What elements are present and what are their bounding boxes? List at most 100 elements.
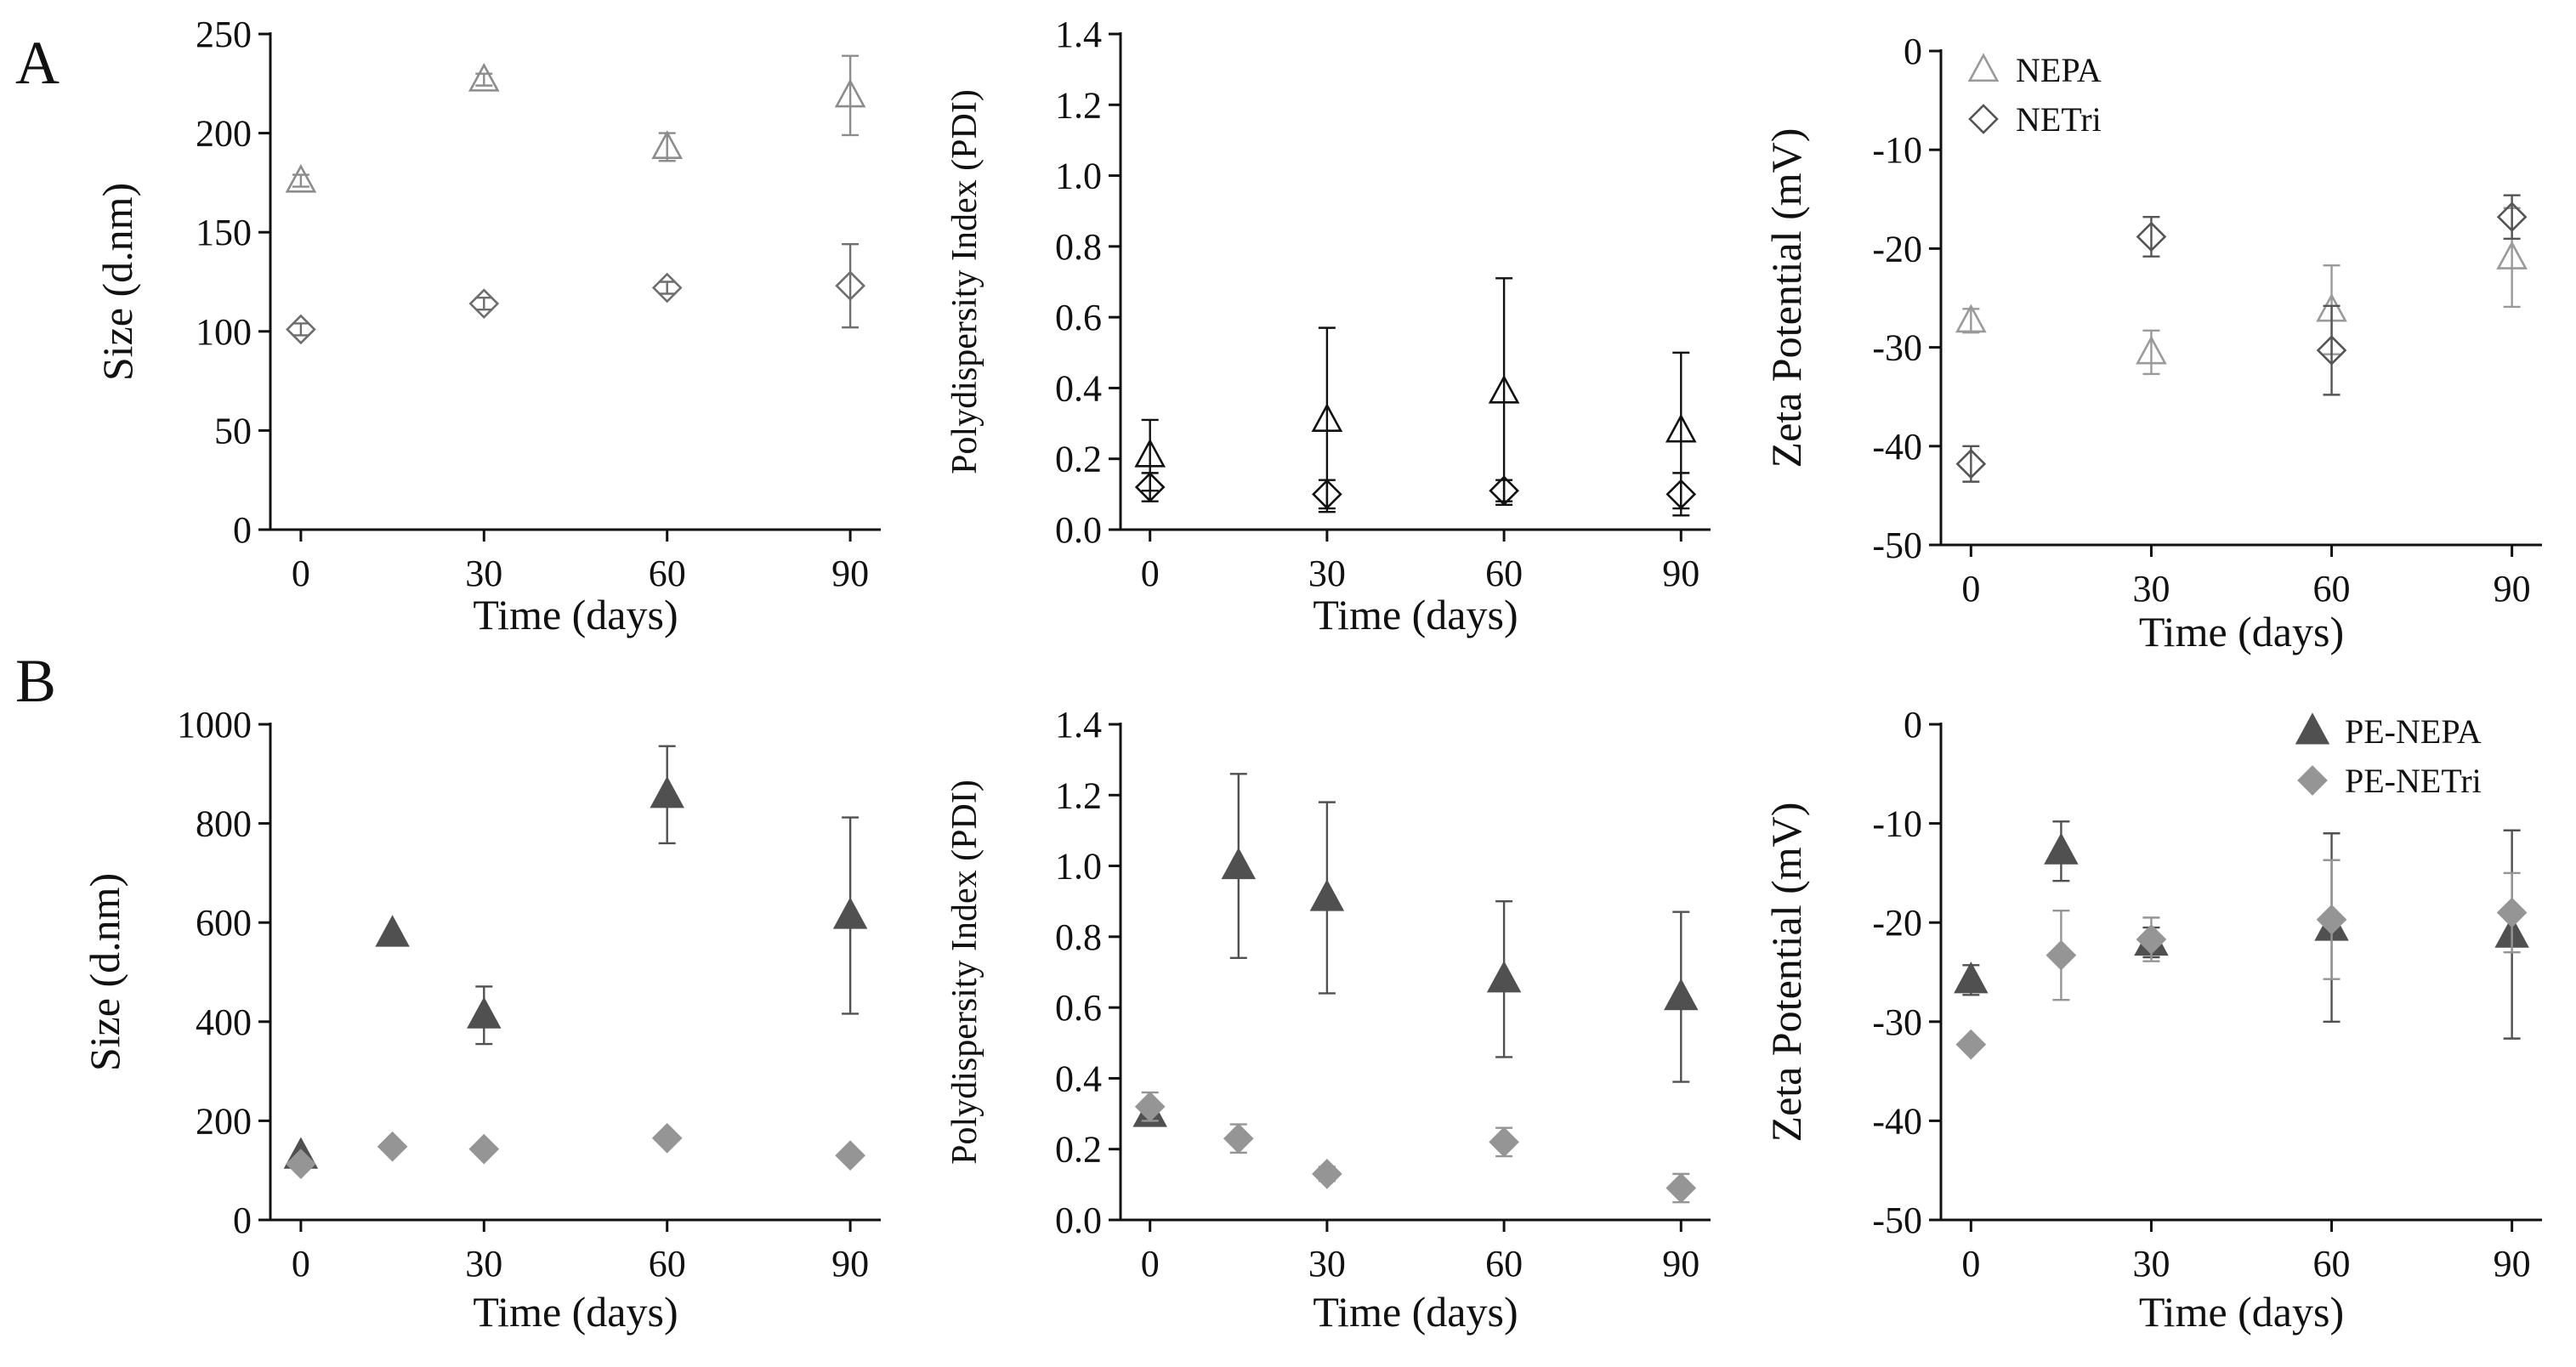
chart-b1-data-point — [467, 996, 502, 1029]
chart-b2-y-tick-label: 0.0 — [1055, 1200, 1102, 1241]
chart-b2-y-tick-label: 0.4 — [1055, 1058, 1102, 1099]
chart-a3-x-axis-title: Time (days) — [2139, 608, 2344, 655]
chart-a1-y-tick-label: 150 — [196, 212, 252, 253]
chart-a3-legend: NEPA NETri — [1967, 51, 2102, 139]
chart-b1-x-tick-label: 30 — [465, 1243, 502, 1285]
chart-a1-x-tick-label: 60 — [649, 553, 686, 594]
chart-b3-data-point — [2045, 939, 2077, 971]
chart-a1-y-tick-label: 100 — [196, 311, 252, 353]
chart-b2-data-point — [1664, 978, 1699, 1011]
chart-a1-data-point — [834, 78, 866, 108]
chart-b3-x-tick-label: 60 — [2313, 1243, 2351, 1285]
chart-b2-y-tick-label: 0.2 — [1055, 1129, 1102, 1171]
chart-b3-legend: PE-NEPA PE-NETri — [2295, 712, 2482, 800]
chart-a1-x-axis-title: Time (days) — [473, 591, 678, 638]
chart-b1-y-tick-label: 800 — [196, 803, 252, 845]
chart-b3-y-tick-label: -20 — [1872, 902, 1922, 944]
chart-b2-y-tick-label: 1.0 — [1055, 846, 1102, 888]
chart-a2-x-tick-label: 90 — [1662, 553, 1699, 594]
chart-a1-data-point — [651, 130, 684, 159]
chart-a1-series-netri — [286, 242, 865, 345]
chart-b3-x-tick-label: 30 — [2132, 1243, 2170, 1285]
chart-b3-series-pe-netri — [1955, 859, 2528, 1060]
chart-a3-y-axis-title: Zeta Potential (mV) — [1762, 128, 1810, 468]
chart-a1-x-tick-label: 30 — [465, 553, 502, 594]
chart-a3-y-tick-label: 0 — [1904, 31, 1922, 72]
chart-a2-data-point — [1311, 403, 1343, 432]
chart-a3-x-tick-label: 90 — [2494, 568, 2531, 610]
chart-b1-x-tick-label: 0 — [292, 1243, 310, 1285]
chart-b2-y-axis-title: Polydispersity Index (PDI) — [945, 780, 984, 1165]
chart-b3-y-tick-label: -50 — [1872, 1200, 1922, 1241]
chart-a1-data-point — [651, 272, 683, 303]
chart-b2-series-pe-netri — [1134, 1091, 1697, 1204]
chart-a2-data-point — [1665, 413, 1697, 443]
chart-a2-series-nepa — [1134, 277, 1697, 513]
chart-b2-x-tick-label: 90 — [1662, 1243, 1699, 1285]
chart-a1-y-axis-title: Size (d.nm) — [94, 183, 141, 381]
chart-a2-y-tick-label: 0.4 — [1055, 367, 1102, 409]
chart-b2-y-tick-label: 0.6 — [1055, 987, 1102, 1029]
chart-b2-data-point — [1223, 1123, 1254, 1154]
chart-b1-x-tick-label: 90 — [831, 1243, 869, 1285]
chart-a2: 0.0 0.2 0.4 0.6 0.8 1.0 1.2 1.4 0 30 60 90 Time (day… — [945, 14, 1711, 638]
chart-b1-y-tick-label: 1000 — [177, 704, 252, 746]
chart-a3-y-tick-label: -20 — [1872, 228, 1922, 269]
chart-a2-y-tick-label: 1.0 — [1055, 156, 1102, 197]
chart-a1-data-point — [835, 270, 865, 302]
chart-a1-y-tick-label: 0 — [233, 509, 252, 551]
chart-b1: 0 200 400 600 800 1000 0 30 60 90 Time (days) Size … — [81, 704, 881, 1336]
chart-a2-y-tick-label: 1.2 — [1055, 84, 1102, 126]
chart-b3-y-tick-label: -40 — [1872, 1100, 1922, 1142]
chart-a1-data-point — [286, 314, 316, 345]
chart-b2-x-tick-label: 30 — [1308, 1243, 1346, 1285]
chart-a1-data-point — [468, 288, 500, 319]
panel-label-a: A — [15, 29, 60, 97]
chart-a1-y-tick-label: 250 — [196, 14, 252, 55]
panel-label-b: B — [15, 647, 56, 715]
chart-b3-legend-marker — [2297, 765, 2328, 796]
chart-a3-y-tick-label: -10 — [1872, 129, 1922, 171]
chart-a2-y-tick-label: 1.4 — [1055, 14, 1102, 55]
chart-a2-series-netri — [1134, 472, 1697, 517]
chart-a1-y-tick-label: 200 — [196, 113, 252, 155]
chart-b2-y-tick-label: 0.8 — [1055, 916, 1102, 958]
chart-a2-y-tick-label: 0.8 — [1055, 226, 1102, 268]
chart-b2-data-point — [1489, 1126, 1519, 1158]
chart-a3-series-netri — [1955, 194, 2528, 483]
chart-a2-y-tick-label: 0.6 — [1055, 297, 1102, 338]
chart-b1-y-tick-label: 400 — [196, 1001, 252, 1043]
chart-b1-y-tick-label: 0 — [233, 1200, 252, 1241]
chart-a2-x-tick-label: 30 — [1308, 553, 1346, 594]
chart-b1-data-point — [651, 1122, 683, 1154]
chart-a3-y-tick-label: -50 — [1872, 525, 1922, 566]
chart-b1-y-tick-label: 600 — [196, 902, 252, 944]
chart-b2-x-axis-title: Time (days) — [1313, 1288, 1518, 1336]
chart-a2-data-point — [1488, 374, 1520, 404]
chart-a3-x-tick-label: 60 — [2313, 568, 2351, 610]
chart-b2-y-tick-label: 1.4 — [1055, 704, 1102, 746]
chart-b1-data-point — [468, 1133, 500, 1165]
chart-a3-series-nepa — [1955, 207, 2528, 376]
chart-a2-y-tick-label: 0.0 — [1055, 509, 1102, 551]
chart-b1-data-point — [375, 915, 410, 947]
chart-b3-y-tick-label: 0 — [1904, 704, 1922, 746]
chart-a3-data-point — [2496, 201, 2528, 233]
chart-a3: -50 -40 -30 -20 -10 0 0 30 60 90 Time (days) Zeta P… — [1762, 31, 2542, 655]
chart-a2-x-tick-label: 60 — [1485, 553, 1523, 594]
chart-b1-data-point — [650, 776, 684, 808]
chart-a1-x-tick-label: 0 — [292, 553, 310, 594]
chart-a3-data-point — [1955, 448, 1987, 479]
chart-a1-y-tick-label: 50 — [214, 410, 252, 451]
chart-b2-data-point — [1221, 847, 1257, 880]
chart-a3-legend-label: NETri — [2016, 100, 2102, 139]
chart-b2-series-pe-nepa — [1132, 773, 1699, 1127]
chart-b3-data-point — [2044, 832, 2079, 865]
chart-b1-data-point — [832, 897, 868, 929]
chart-a3-data-point — [1955, 303, 1987, 333]
chart-a2-data-point — [1134, 438, 1166, 468]
chart-a3-x-tick-label: 30 — [2132, 568, 2170, 610]
chart-a3-legend-label: NEPA — [2016, 51, 2102, 89]
chart-b3-legend-label: PE-NEPA — [2345, 712, 2482, 751]
